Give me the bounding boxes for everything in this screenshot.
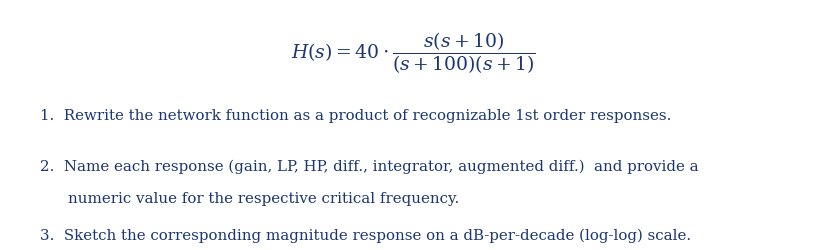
Text: numeric value for the respective critical frequency.: numeric value for the respective critica…: [68, 191, 459, 205]
Text: 3.  Sketch the corresponding magnitude response on a dB-per-decade (log-log) sca: 3. Sketch the corresponding magnitude re…: [40, 228, 691, 242]
Text: 2.  Name each response (gain, LP, HP, diff., integrator, augmented diff.)  and p: 2. Name each response (gain, LP, HP, dif…: [40, 159, 698, 173]
Text: 1.  Rewrite the network function as a product of recognizable 1st order response: 1. Rewrite the network function as a pro…: [40, 109, 671, 123]
Text: $H(s) = 40 \cdot \dfrac{s(s+10)}{(s+100)(s+1)}$: $H(s) = 40 \cdot \dfrac{s(s+10)}{(s+100)…: [291, 30, 536, 76]
